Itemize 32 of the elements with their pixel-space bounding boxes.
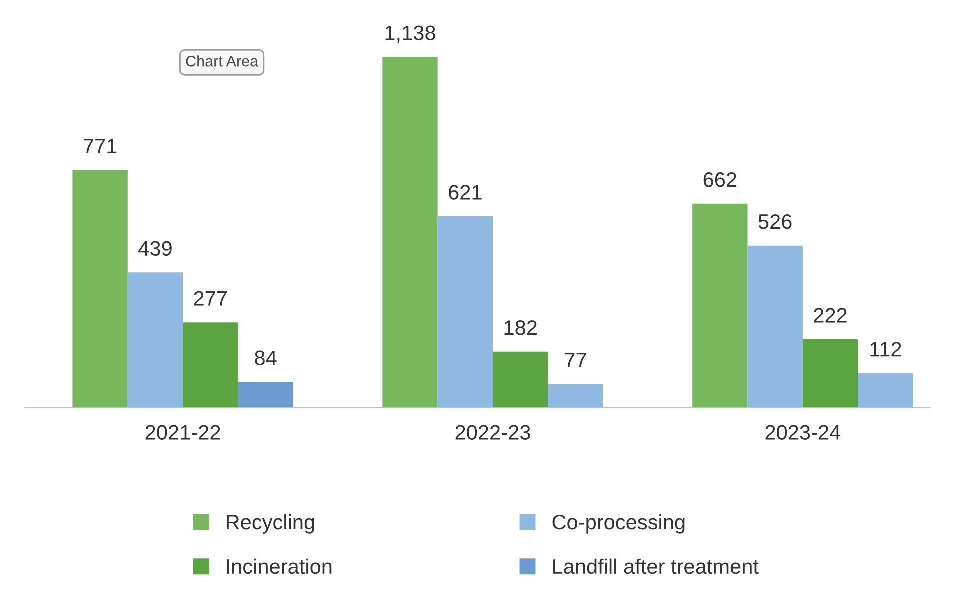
data-label: 771: [84, 139, 117, 154]
data-label: 77: [565, 353, 586, 368]
data-label: 526: [758, 214, 792, 230]
data-label: 112: [870, 342, 902, 357]
bar: [748, 246, 803, 408]
bar: [492, 352, 548, 408]
bar: [858, 373, 914, 408]
legend-label: Recycling: [226, 514, 314, 534]
bar: [128, 272, 184, 408]
bar: [692, 204, 748, 408]
x-tick-label: 2021-22: [146, 425, 220, 440]
data-label: 222: [814, 308, 847, 323]
data-label: 182: [504, 320, 537, 336]
x-tick-label: 2022-23: [456, 425, 530, 440]
legend-label: Landfill after treatment: [553, 558, 759, 574]
bar: [238, 382, 294, 408]
bar: [802, 340, 858, 408]
data-label: 1,138: [386, 26, 436, 43]
legend-label: Co-processing: [552, 514, 685, 534]
x-tick-label: 2023-24: [766, 425, 841, 440]
data-label: 439: [138, 241, 172, 256]
data-label: 84: [255, 350, 277, 366]
bar: [382, 57, 438, 408]
data-label: 662: [704, 172, 737, 188]
annotation: Chart Area: [186, 56, 259, 67]
data-label: 277: [194, 291, 227, 306]
bar: [183, 322, 238, 408]
data-label: 621: [449, 185, 482, 200]
bar: [548, 384, 604, 408]
bar: [72, 170, 128, 408]
bar: [438, 216, 493, 408]
legend-label: Incineration: [227, 558, 332, 574]
